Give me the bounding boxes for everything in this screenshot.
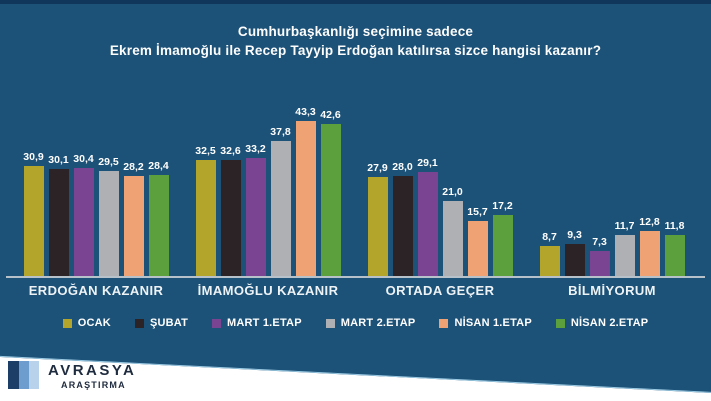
bar-value-label: 28,2 bbox=[123, 160, 144, 173]
bar-ubat: 30,1 bbox=[48, 154, 69, 277]
legend-label: NİSAN 1.ETAP bbox=[454, 317, 532, 329]
legend-label: MART 2.ETAP bbox=[340, 317, 416, 329]
bar-ocak: 27,9 bbox=[367, 162, 388, 277]
bar-ni-san-2-etap: 42,6 bbox=[320, 109, 341, 277]
legend-item-mart-1-etap: MART 1.ETAP bbox=[212, 317, 302, 329]
logo-subtitle: ARAŞTIRMA bbox=[61, 380, 126, 390]
bar-ubat: 28,0 bbox=[392, 161, 413, 277]
bar-value-label: 32,6 bbox=[220, 144, 241, 157]
bar-ocak: 8,7 bbox=[539, 231, 560, 277]
bar-value-label: 29,1 bbox=[417, 157, 438, 170]
logo-stripe-medium bbox=[19, 361, 29, 389]
chart-title: Cumhurbaşkanlığı seçimine sadece Ekrem İ… bbox=[0, 22, 711, 60]
chart-title-line1: Cumhurbaşkanlığı seçimine sadece bbox=[237, 24, 474, 39]
bar-value-label: 30,9 bbox=[23, 150, 44, 163]
bar-mart-2-etap: 11,7 bbox=[614, 220, 635, 277]
bar-ocak: 30,9 bbox=[23, 151, 44, 277]
bar-value-label: 8,7 bbox=[542, 230, 557, 243]
bar-chart-plot-area: 30,9 30,1 30,4 29,5 28,2 28,4 32,5 32,6 33,2 37,8… bbox=[10, 90, 698, 277]
bar-group-ortada-ge-er: 27,9 28,0 29,1 21,0 15,7 17,2 bbox=[354, 90, 526, 277]
legend-label: ŞUBAT bbox=[149, 317, 189, 329]
bar-ni-san-1-etap: 28,2 bbox=[123, 161, 144, 277]
bar-mart-2-etap: 29,5 bbox=[98, 156, 119, 277]
bar-value-label: 37,8 bbox=[270, 125, 291, 138]
legend-item-mart-2-etap: MART 2.ETAP bbox=[325, 317, 416, 329]
chart-legend: OCAK ŞUBAT MART 1.ETAP MART 2.ETAP NİSAN 1.E… bbox=[0, 317, 711, 329]
bar-value-label: 7,3 bbox=[592, 235, 607, 248]
legend-label: MART 1.ETAP bbox=[227, 317, 302, 329]
bottom-diagonal-ribbon bbox=[0, 355, 711, 401]
chart-title-line2: Ekrem İmamoğlu ile Recep Tayyip Erdoğan … bbox=[109, 43, 602, 58]
legend-item-ni-san-2-etap: NİSAN 2.ETAP bbox=[555, 317, 649, 329]
bar-value-label: 33,2 bbox=[245, 142, 266, 155]
bar-value-label: 42,6 bbox=[320, 108, 341, 121]
bar-value-label: 27,9 bbox=[367, 161, 388, 174]
category-label-ortada-ge-er: ORTADA GEÇER bbox=[385, 283, 495, 298]
logo-stripe-dark bbox=[8, 361, 19, 389]
bar-value-label: 29,5 bbox=[98, 155, 119, 168]
bar-ubat: 32,6 bbox=[220, 145, 241, 277]
legend-swatch-icon bbox=[555, 318, 565, 328]
bar-ni-san-2-etap: 11,8 bbox=[664, 220, 685, 277]
legend-item-ocak: OCAK bbox=[62, 317, 111, 329]
bar-mart-1-etap: 33,2 bbox=[245, 143, 266, 277]
category-axis-labels: ERDOĞAN KAZANIR İMAMOĞLU KAZANIR ORTADA GE… bbox=[10, 283, 698, 298]
bar-ni-san-1-etap: 43,3 bbox=[295, 106, 316, 277]
logo-name: AVRASYA bbox=[48, 362, 137, 379]
bar-ocak: 32,5 bbox=[195, 145, 216, 277]
bar-value-label: 30,1 bbox=[48, 153, 69, 166]
category-label-i-mamo-lu-kazanir: İMAMOĞLU KAZANIR bbox=[197, 283, 339, 298]
bar-group-erdo-an-kazanir: 30,9 30,1 30,4 29,5 28,2 28,4 bbox=[10, 90, 182, 277]
bar-mart-1-etap: 30,4 bbox=[73, 153, 94, 277]
bar-value-label: 21,0 bbox=[442, 186, 463, 199]
legend-swatch-icon bbox=[62, 318, 72, 328]
bar-ni-san-1-etap: 12,8 bbox=[639, 216, 660, 277]
bar-value-label: 30,4 bbox=[73, 152, 94, 165]
avrasya-logo: AVRASYA ARAŞTIRMA bbox=[8, 361, 136, 390]
bar-mart-1-etap: 7,3 bbox=[589, 236, 610, 277]
category-label-erdo-an-kazanir: ERDOĞAN KAZANIR bbox=[28, 283, 164, 298]
bar-value-label: 28,0 bbox=[392, 161, 413, 174]
legend-label: NİSAN 2.ETAP bbox=[570, 317, 649, 329]
top-accent-strip bbox=[0, 0, 711, 4]
legend-swatch-icon bbox=[212, 318, 222, 328]
bar-value-label: 28,4 bbox=[148, 159, 169, 172]
bar-value-label: 17,2 bbox=[492, 200, 513, 213]
category-label-bi-lmi-yorum: BİLMİYORUM bbox=[568, 283, 656, 298]
bar-value-label: 11,7 bbox=[614, 219, 635, 232]
bar-ni-san-1-etap: 15,7 bbox=[467, 206, 488, 277]
bar-mart-2-etap: 37,8 bbox=[270, 126, 291, 277]
bar-value-label: 43,3 bbox=[295, 106, 316, 119]
bar-ni-san-2-etap: 28,4 bbox=[148, 160, 169, 277]
logo-stripe-light bbox=[29, 361, 39, 389]
bar-value-label: 32,5 bbox=[195, 145, 216, 157]
x-axis-baseline bbox=[6, 276, 705, 278]
bar-group-bi-lmi-yorum: 8,7 9,3 7,3 11,7 12,8 11,8 bbox=[526, 90, 698, 277]
bar-group-i-mamo-lu-kazanir: 32,5 32,6 33,2 37,8 43,3 42,6 bbox=[182, 90, 354, 277]
bar-mart-2-etap: 21,0 bbox=[442, 186, 463, 277]
bar-value-label: 15,7 bbox=[467, 205, 488, 218]
bar-value-label: 12,8 bbox=[639, 215, 660, 228]
bar-value-label: 9,3 bbox=[567, 228, 582, 241]
legend-swatch-icon bbox=[325, 318, 335, 328]
avrasya-logo-text: AVRASYA ARAŞTIRMA bbox=[48, 361, 136, 390]
avrasya-logo-icon bbox=[8, 361, 39, 389]
legend-item-ni-san-1-etap: NİSAN 1.ETAP bbox=[439, 317, 532, 329]
legend-label: OCAK bbox=[77, 317, 111, 329]
bar-ni-san-2-etap: 17,2 bbox=[492, 200, 513, 277]
bar-mart-1-etap: 29,1 bbox=[417, 157, 438, 277]
bar-value-label: 11,8 bbox=[664, 219, 685, 232]
legend-swatch-icon bbox=[439, 318, 449, 328]
bar-ubat: 9,3 bbox=[564, 229, 585, 277]
legend-swatch-icon bbox=[134, 318, 144, 328]
legend-item-ubat: ŞUBAT bbox=[134, 317, 189, 329]
